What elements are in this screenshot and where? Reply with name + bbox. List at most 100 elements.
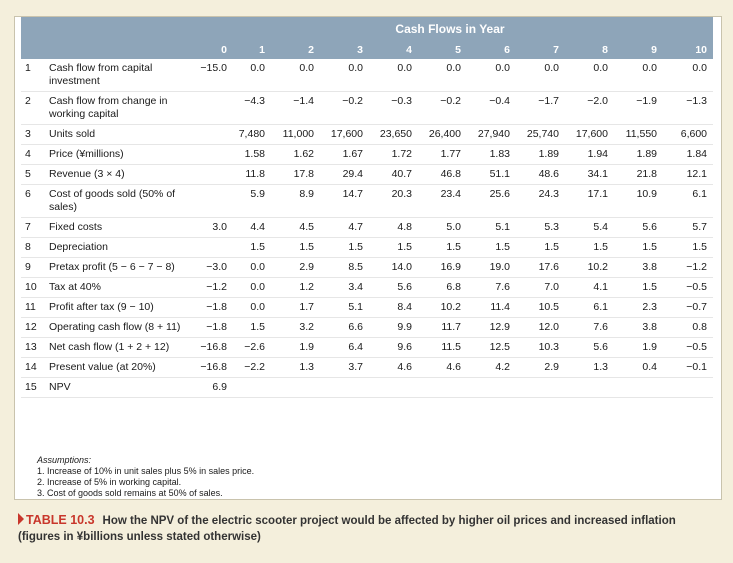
cell-value: 6.1: [565, 297, 614, 318]
cell-value: −1.7: [516, 91, 565, 125]
row-number: 12: [21, 317, 49, 338]
cell-value: −1.4: [271, 91, 320, 125]
column-row: 0 1 2 3 4 5 6 7 8 9 10: [21, 41, 714, 59]
row-label: NPV: [49, 377, 187, 398]
cell-value: −0.4: [467, 91, 516, 125]
row-number: 5: [21, 164, 49, 185]
cell-value: 5.1: [320, 297, 369, 318]
row-label: Cash flow from change in working capital: [49, 91, 187, 125]
cell-value: 7,480: [233, 124, 271, 145]
column-header: 9: [614, 41, 663, 59]
empty-cell: [271, 377, 320, 398]
cell-value: 3.8: [614, 317, 663, 338]
assumptions: Assumptions: 1. Increase of 10% in unit …: [37, 455, 254, 499]
empty-cell: [516, 377, 565, 398]
cell-value: −3.0: [187, 257, 233, 278]
column-header: 1: [233, 41, 271, 59]
row-number: 9: [21, 257, 49, 278]
cell-value: 0.0: [233, 277, 271, 298]
cell-value: 0.4: [614, 357, 663, 378]
cell-value: 6.6: [320, 317, 369, 338]
cell-value: 1.5: [614, 277, 663, 298]
cell-value: −0.1: [663, 357, 714, 378]
cell-value: 1.94: [565, 144, 614, 165]
cash-flow-table: Cash Flows in Year 0 1 2 3 4 5 6 7 8 9 10 1 Cash fl…: [21, 17, 714, 398]
column-header: 5: [418, 41, 467, 59]
row-label: Fixed costs: [49, 217, 187, 238]
cell-value: 1.89: [516, 144, 565, 165]
cell-value: −0.3: [369, 91, 418, 125]
cell-value: −1.8: [187, 297, 233, 318]
empty-cell: [187, 237, 233, 258]
cell-value: 1.5: [233, 237, 271, 258]
cell-value: 0.0: [271, 59, 320, 92]
cell-value: 17,600: [320, 124, 369, 145]
row-number: 15: [21, 377, 49, 398]
cell-value: 7.0: [516, 277, 565, 298]
cell-value: 2.9: [271, 257, 320, 278]
cell-value: 0.0: [418, 59, 467, 92]
cell-value: 5.6: [369, 277, 418, 298]
row-label: Net cash flow (1 + 2 + 12): [49, 337, 187, 358]
cell-value: −0.5: [663, 337, 714, 358]
table-row: 8 Depreciation 1.5 1.5 1.5 1.5 1.5 1.5 1.5 1.5 1.5…: [21, 237, 714, 258]
cell-value: 8.9: [271, 184, 320, 218]
cell-value: 0.0: [614, 59, 663, 92]
cell-value: 3.4: [320, 277, 369, 298]
cell-value: 34.1: [565, 164, 614, 185]
cell-value: 5.3: [516, 217, 565, 238]
cell-value: 51.1: [467, 164, 516, 185]
cell-value: −2.6: [233, 337, 271, 358]
row-label: Present value (at 20%): [49, 357, 187, 378]
cell-value: −2.2: [233, 357, 271, 378]
table-row: 12 Operating cash flow (8 + 11) −1.8 1.5 3.2…: [21, 317, 714, 338]
column-header: 10: [663, 41, 714, 59]
cell-value: −15.0: [187, 59, 233, 92]
cell-value: 0.8: [663, 317, 714, 338]
cell-value: 16.9: [418, 257, 467, 278]
cell-value: 20.3: [369, 184, 418, 218]
table-row: 2 Cash flow from change in working capita…: [21, 91, 714, 125]
row-label: Units sold: [49, 124, 187, 145]
cell-value: 24.3: [516, 184, 565, 218]
cell-value: 1.9: [271, 337, 320, 358]
cell-value: 1.5: [614, 237, 663, 258]
cell-value: 0.0: [516, 59, 565, 92]
cell-value: 1.5: [369, 237, 418, 258]
cell-value: 12.9: [467, 317, 516, 338]
cell-value: 3.0: [187, 217, 233, 238]
empty-cell: [565, 377, 614, 398]
row-number: 2: [21, 91, 49, 125]
cell-value: 4.4: [233, 217, 271, 238]
cell-value: 19.0: [467, 257, 516, 278]
assumptions-heading: Assumptions:: [37, 455, 92, 465]
caption-marker: [18, 513, 24, 525]
cell-value: 5.9: [233, 184, 271, 218]
cell-value: −2.0: [565, 91, 614, 125]
cell-value: 26,400: [418, 124, 467, 145]
row-number: 13: [21, 337, 49, 358]
cell-value: 1.2: [271, 277, 320, 298]
cell-value: 0.0: [233, 59, 271, 92]
empty-cell: [187, 164, 233, 185]
cell-value: −1.8: [187, 317, 233, 338]
assumption-item: 2. Increase of 5% in working capital.: [37, 477, 182, 487]
row-label: Cost of goods sold (50% of sales): [49, 184, 187, 218]
cell-value: 6.4: [320, 337, 369, 358]
table-body: 1 Cash flow from capital investment −15.0 0…: [21, 59, 714, 398]
cell-value: 1.5: [565, 237, 614, 258]
assumption-item: 3. Cost of goods sold remains at 50% of …: [37, 488, 223, 498]
cell-value: 12.0: [516, 317, 565, 338]
cell-value: 10.2: [565, 257, 614, 278]
cell-value: 48.6: [516, 164, 565, 185]
column-header: 3: [320, 41, 369, 59]
cell-value: 5.4: [565, 217, 614, 238]
row-number: 6: [21, 184, 49, 218]
column-header: 7: [516, 41, 565, 59]
cell-value: 1.89: [614, 144, 663, 165]
column-header: 0: [187, 41, 233, 59]
row-label: Cash flow from capital investment: [49, 59, 187, 92]
table-title: Cash Flows in Year: [187, 17, 714, 41]
cell-value: 14.0: [369, 257, 418, 278]
